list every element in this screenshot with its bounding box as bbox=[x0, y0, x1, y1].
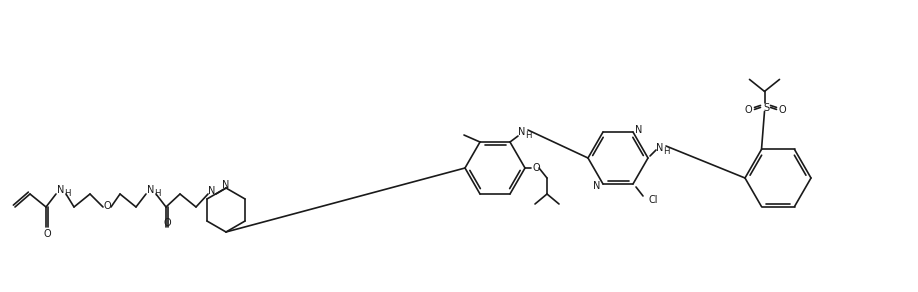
Text: N: N bbox=[57, 185, 64, 195]
Text: O: O bbox=[744, 105, 753, 115]
Text: Cl: Cl bbox=[648, 195, 658, 205]
Text: H: H bbox=[63, 189, 71, 197]
Text: O: O bbox=[163, 218, 171, 228]
Text: N: N bbox=[593, 181, 600, 191]
Text: N: N bbox=[147, 185, 155, 195]
Text: N: N bbox=[519, 127, 526, 137]
Text: O: O bbox=[43, 229, 50, 239]
Text: H: H bbox=[153, 189, 161, 197]
Text: N: N bbox=[208, 186, 216, 196]
Text: O: O bbox=[778, 105, 787, 115]
Text: O: O bbox=[532, 163, 540, 173]
Text: N: N bbox=[635, 125, 643, 135]
Text: S: S bbox=[764, 103, 769, 113]
Text: N: N bbox=[222, 180, 230, 190]
Text: N: N bbox=[656, 143, 664, 153]
Text: H: H bbox=[525, 131, 532, 140]
Text: O: O bbox=[103, 201, 111, 211]
Text: H: H bbox=[663, 147, 669, 156]
